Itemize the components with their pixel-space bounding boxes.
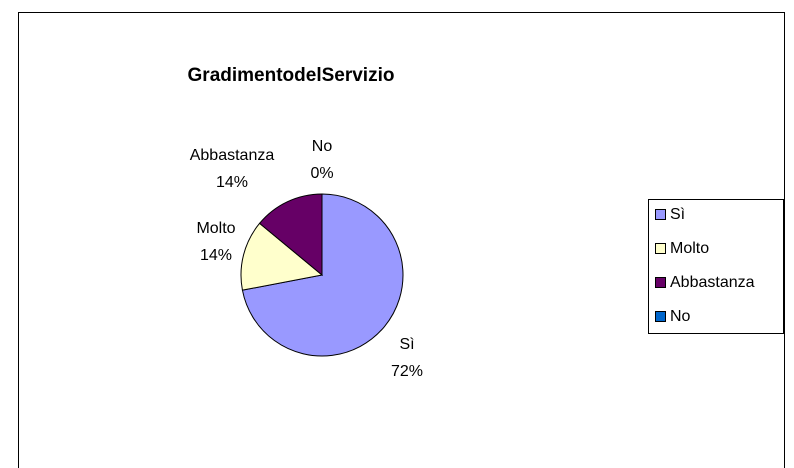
legend-box bbox=[648, 199, 784, 334]
pie-slice bbox=[258, 193, 323, 277]
slice-value-label: 14% bbox=[216, 174, 248, 191]
slice-label: Abbastanza bbox=[190, 147, 275, 164]
legend-label: Molto bbox=[670, 240, 709, 257]
slice-label: No bbox=[312, 138, 333, 155]
legend-swatch bbox=[655, 277, 666, 288]
legend-swatch bbox=[655, 243, 666, 254]
slice-value-label: 0% bbox=[310, 165, 333, 182]
legend-label: Abbastanza bbox=[670, 274, 755, 291]
legend-swatch bbox=[655, 209, 666, 220]
chart-title: GradimentodelServizio bbox=[188, 65, 395, 86]
legend-swatch bbox=[655, 311, 666, 322]
slice-value-label: 14% bbox=[200, 247, 232, 264]
chart-frame bbox=[18, 12, 785, 468]
slice-label: Molto bbox=[196, 220, 235, 237]
legend-label: Sì bbox=[670, 206, 685, 223]
slice-value-label: 72% bbox=[391, 363, 423, 380]
legend-label: No bbox=[670, 308, 691, 325]
pie-slice bbox=[240, 222, 324, 291]
slice-label: Sì bbox=[399, 336, 414, 353]
